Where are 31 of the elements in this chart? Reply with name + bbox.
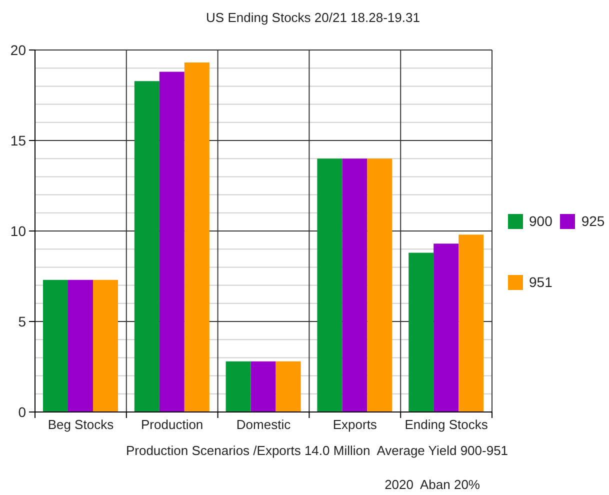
bar	[250, 361, 276, 412]
bar	[276, 361, 301, 412]
y-tick-label: 0	[18, 404, 26, 420]
bar	[159, 72, 184, 412]
x-tick-label: Beg Stocks	[48, 417, 114, 432]
legend-label: 900	[529, 213, 552, 229]
bar	[317, 158, 342, 412]
bar	[68, 280, 93, 412]
bar	[458, 234, 484, 412]
legend-label: 925	[581, 213, 605, 229]
y-tick-label: 20	[10, 42, 26, 58]
y-tick-label: 5	[18, 314, 26, 330]
bar	[408, 252, 434, 412]
bar	[434, 244, 459, 412]
bar	[43, 280, 68, 412]
x-tick-label: Ending Stocks	[404, 417, 488, 432]
x-axis-title: Production Scenarios /Exports 14.0 Million Average Yield 900-951	[126, 443, 508, 458]
bar	[93, 280, 118, 412]
chart-title: US Ending Stocks 20/21 18.28-19.31	[206, 10, 420, 25]
legend-label: 951	[529, 274, 552, 290]
bar	[184, 62, 210, 412]
x-tick-label: Domestic	[236, 417, 292, 432]
y-tick-label: 10	[10, 223, 26, 239]
y-tick-label: 15	[10, 132, 26, 148]
bar	[226, 361, 251, 412]
bar	[342, 158, 368, 412]
bar	[134, 81, 160, 412]
bar	[367, 158, 392, 412]
x-tick-label: Exports	[332, 417, 378, 432]
text: 2020 Aban 20%	[384, 477, 480, 492]
x-tick-label: Production	[141, 417, 204, 432]
